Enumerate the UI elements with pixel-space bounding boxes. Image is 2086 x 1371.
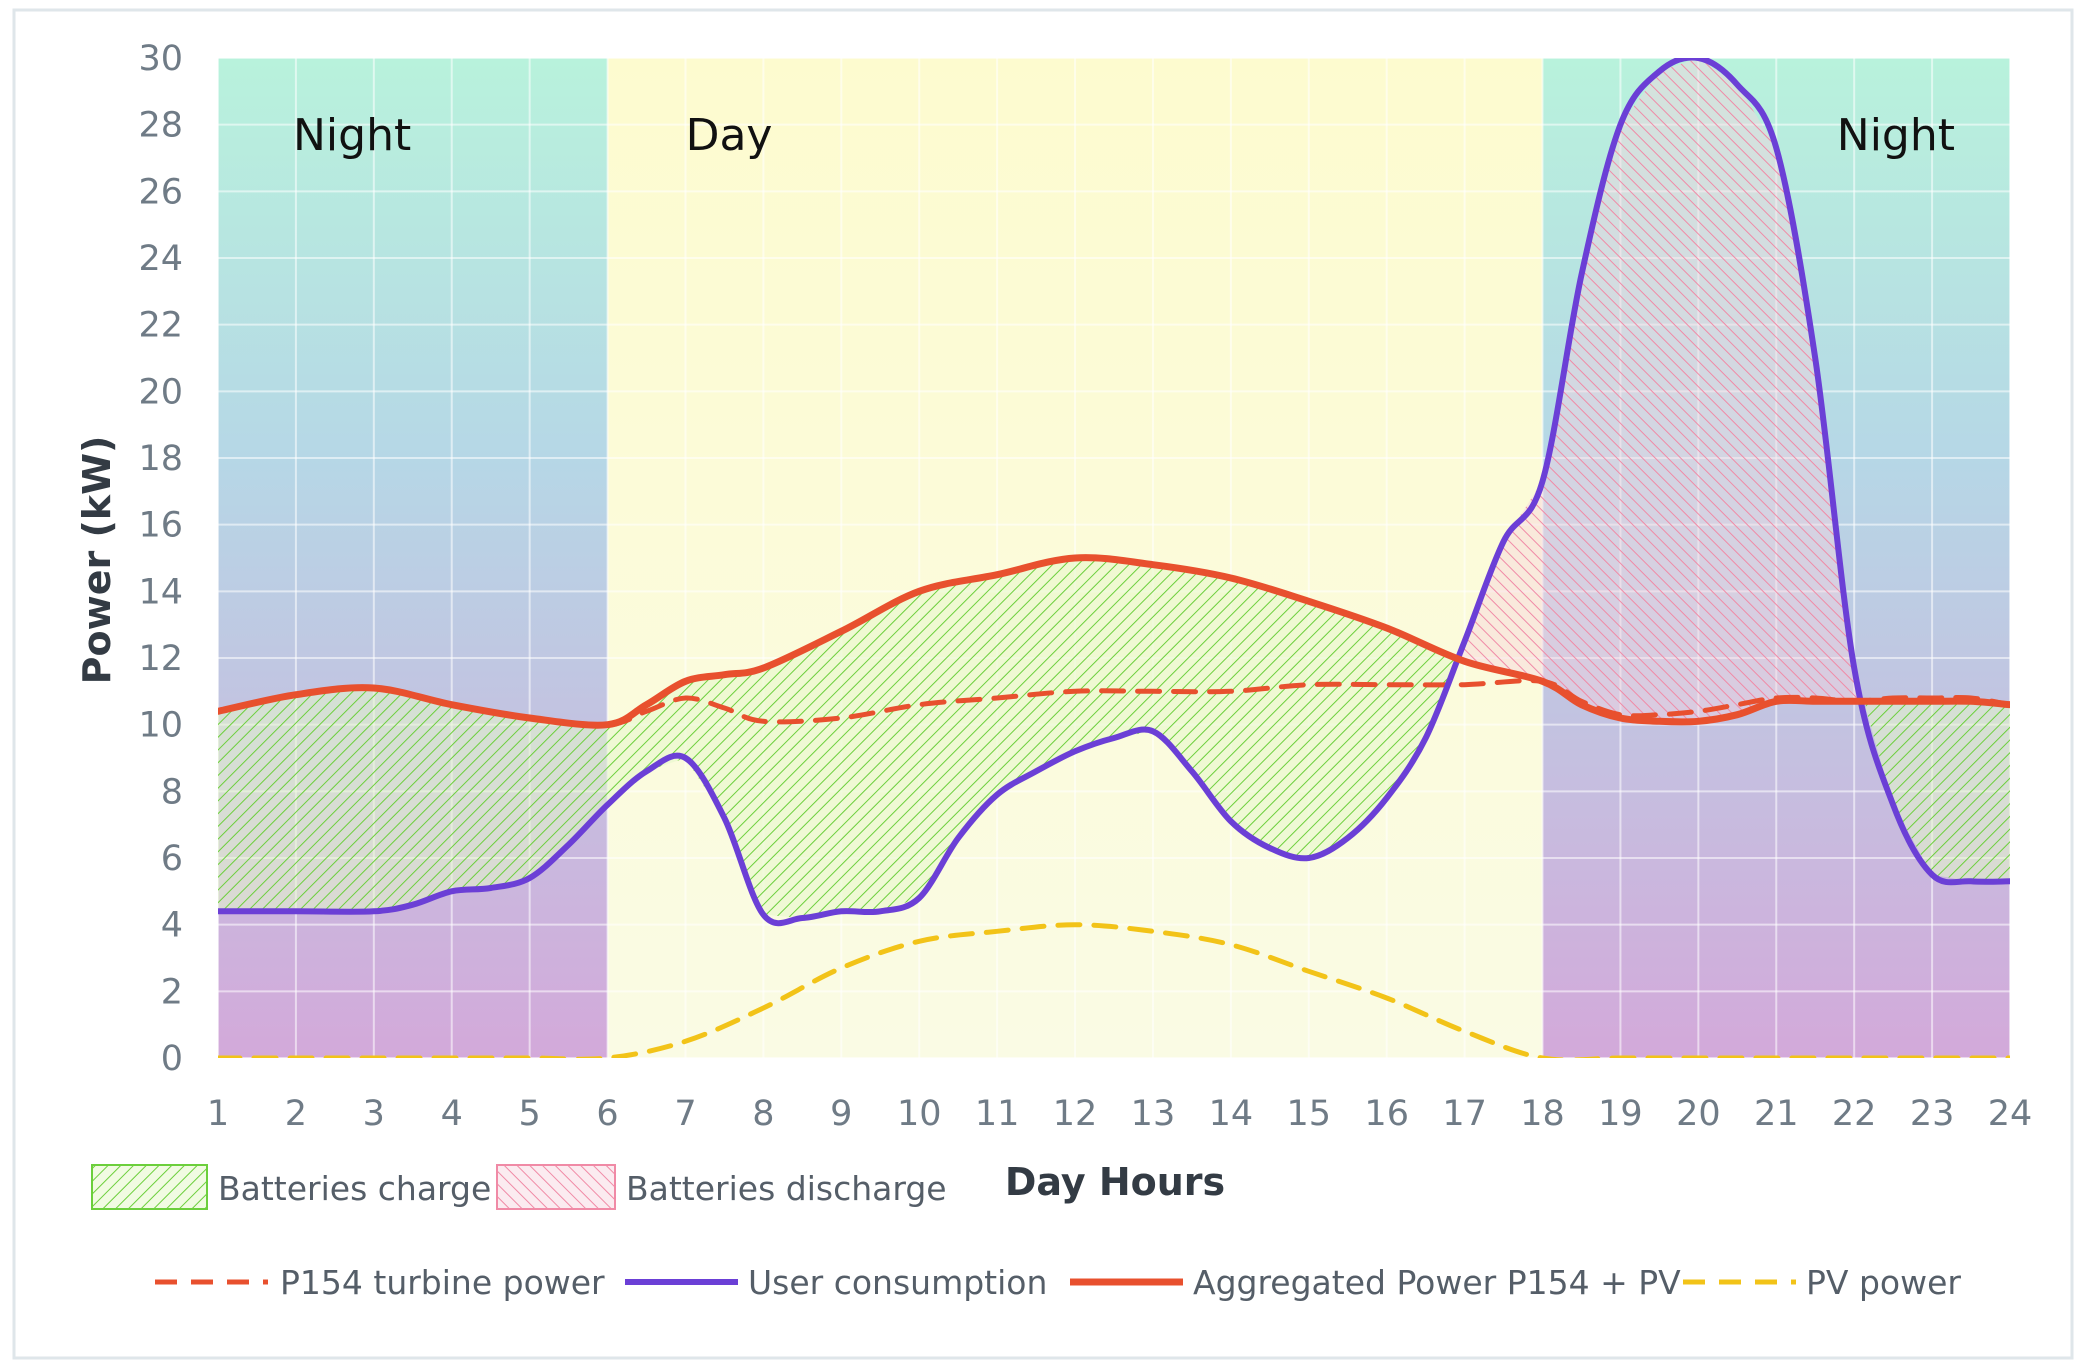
- series-line-1: [218, 58, 2010, 927]
- x-tick-label: 15: [1287, 1094, 1332, 1134]
- x-axis-title: Day Hours: [1005, 1160, 1225, 1204]
- x-tick-label: 19: [1598, 1094, 1643, 1134]
- legend-swatch-discharge: [496, 1164, 616, 1210]
- x-tick-label: 14: [1209, 1094, 1254, 1134]
- y-tick-label: 12: [138, 639, 183, 679]
- x-tick-label: 2: [285, 1094, 307, 1134]
- y-tick-label: 0: [161, 1039, 183, 1079]
- x-tick-label: 12: [1053, 1094, 1098, 1134]
- y-tick-label: 30: [138, 39, 183, 79]
- legend-label-aggregated: Aggregated Power P154 + PV: [1193, 1263, 1681, 1302]
- x-tick-label: 8: [752, 1094, 774, 1134]
- y-tick-label: 22: [138, 306, 183, 346]
- legend-label-charge: Batteries charge: [218, 1169, 491, 1208]
- x-tick-labels: 1 2 3 4 5 6 7 8 9 10 11 12 13 14 15 16 17 18 19 20 21 22 23 24: [207, 1094, 2032, 1134]
- y-tick-label: 24: [138, 239, 183, 279]
- legend-label-consumption: User consumption: [748, 1263, 1047, 1302]
- y-tick-label: 8: [161, 772, 183, 812]
- battery-areas: [218, 58, 2010, 918]
- y-tick-label: 18: [138, 439, 183, 479]
- x-tick-label: 18: [1520, 1094, 1565, 1134]
- period-label-1: Day: [686, 110, 773, 161]
- area-legend: Batteries charge Batteries discharge: [91, 1164, 947, 1210]
- period-label-2: Night: [1837, 110, 1955, 161]
- period-label-0: Night: [293, 110, 411, 161]
- x-tick-label: 5: [519, 1094, 541, 1134]
- x-tick-label: 6: [596, 1094, 618, 1134]
- series-line-3: [218, 922, 2010, 1058]
- x-tick-label: 21: [1754, 1094, 1799, 1134]
- x-tick-label: 9: [830, 1094, 852, 1134]
- y-tick-label: 16: [138, 506, 183, 546]
- area-batteries-discharge: [1460, 58, 1862, 722]
- x-tick-label: 4: [441, 1094, 463, 1134]
- x-tick-label: 10: [897, 1094, 942, 1134]
- y-tick-label: 14: [138, 572, 183, 612]
- x-tick-label: 3: [363, 1094, 385, 1134]
- legend-swatch-charge: [91, 1164, 208, 1210]
- area-batteries-charge: [1865, 701, 2010, 882]
- y-tick-label: 6: [161, 839, 183, 879]
- x-tick-label: 22: [1832, 1094, 1877, 1134]
- y-tick-label: 10: [138, 706, 183, 746]
- y-tick-label: 26: [138, 172, 183, 212]
- series-lines: [218, 58, 2010, 1058]
- y-axis-title: Power (kW): [75, 436, 119, 685]
- x-tick-label: 17: [1442, 1094, 1487, 1134]
- y-tick-label: 4: [161, 906, 183, 946]
- legend-label-discharge: Batteries discharge: [626, 1169, 947, 1208]
- series-line-2: [218, 554, 2010, 729]
- area-batteries-charge: [218, 558, 1457, 918]
- x-tick-label: 11: [975, 1094, 1020, 1134]
- x-tick-label: 16: [1364, 1094, 1409, 1134]
- y-tick-label: 28: [138, 106, 183, 146]
- series-legend: P154 turbine power User consumption Aggr…: [155, 1263, 1961, 1302]
- x-tick-label: 24: [1988, 1094, 2033, 1134]
- period-labels: Night Day Night: [293, 110, 1955, 161]
- y-tick-label: 2: [161, 972, 183, 1012]
- x-tick-label: 20: [1676, 1094, 1721, 1134]
- x-tick-label: 1: [207, 1094, 229, 1134]
- legend-label-turbine: P154 turbine power: [280, 1263, 605, 1302]
- x-tick-label: 13: [1131, 1094, 1176, 1134]
- x-tick-label: 23: [1910, 1094, 1955, 1134]
- y-tick-label: 20: [138, 372, 183, 412]
- legend-label-pv: PV power: [1806, 1263, 1961, 1302]
- x-tick-label: 7: [674, 1094, 696, 1134]
